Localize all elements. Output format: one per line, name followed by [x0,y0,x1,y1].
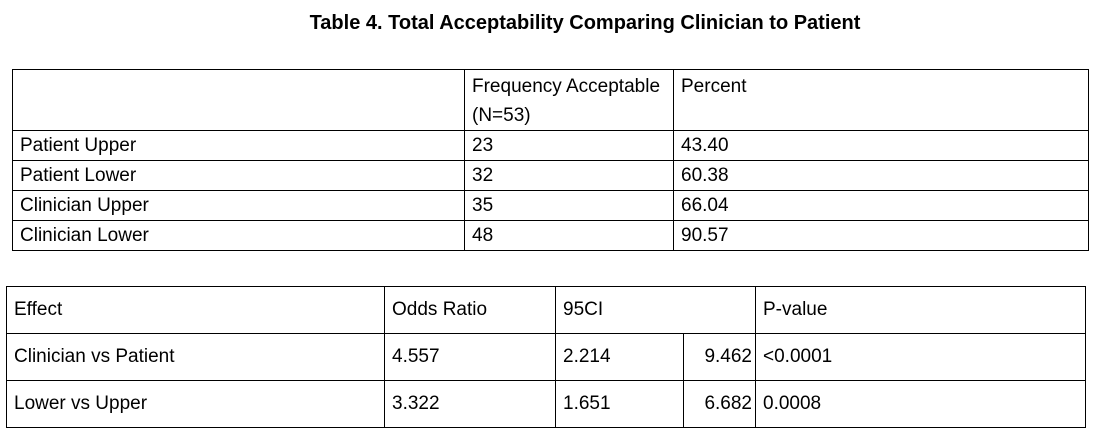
header-cell-frequency: Frequency Acceptable (N=53) [464,69,674,131]
effect-cell: Clinician vs Patient [6,333,385,381]
table-row: Lower vs Upper 3.322 1.651 6.682 0.0008 [6,380,1086,428]
row-label: Clinician Upper [12,190,465,221]
odds-ratio-cell: 4.557 [384,333,556,381]
percent-cell: 66.04 [673,190,1089,221]
header-cell-effect: Effect [6,286,385,334]
effect-cell: Lower vs Upper [6,380,385,428]
header-cell-95ci: 95CI [555,286,684,334]
table-row: Clinician vs Patient 4.557 2.214 9.462 <… [6,333,1086,381]
table-header-row: Effect Odds Ratio 95CI P-value [6,286,1086,334]
frequency-cell: 32 [464,160,674,191]
table-header-row: Frequency Acceptable (N=53) Percent [12,69,1089,131]
ci-lower-cell: 1.651 [555,380,684,428]
percent-cell: 43.40 [673,130,1089,161]
odds-ratio-table: Effect Odds Ratio 95CI P-value Clinician… [6,286,1086,428]
table-row: Clinician Upper 35 66.04 [12,190,1089,221]
odds-ratio-cell: 3.322 [384,380,556,428]
table-row: Patient Upper 23 43.40 [12,130,1089,161]
table-row: Patient Lower 32 60.38 [12,160,1089,191]
percent-cell: 90.57 [673,220,1089,251]
header-cell-odds-ratio: Odds Ratio [384,286,556,334]
table-title: Table 4. Total Acceptability Comparing C… [309,12,861,34]
row-label: Patient Upper [12,130,465,161]
frequency-table: Frequency Acceptable (N=53) Percent Pati… [12,69,1089,251]
frequency-cell: 23 [464,130,674,161]
p-value-cell: 0.0008 [755,380,1086,428]
percent-cell: 60.38 [673,160,1089,191]
ci-upper-cell: 6.682 [683,380,756,428]
ci-lower-cell: 2.214 [555,333,684,381]
header-cell-percent: Percent [673,69,1089,131]
p-value-cell: <0.0001 [755,333,1086,381]
frequency-cell: 48 [464,220,674,251]
header-cell-empty [12,69,465,131]
row-label: Clinician Lower [12,220,465,251]
row-label: Patient Lower [12,160,465,191]
frequency-cell: 35 [464,190,674,221]
header-cell-p-value: P-value [755,286,1086,334]
header-cell-ci-upper [683,286,756,334]
table-row: Clinician Lower 48 90.57 [12,220,1089,251]
ci-upper-cell: 9.462 [683,333,756,381]
